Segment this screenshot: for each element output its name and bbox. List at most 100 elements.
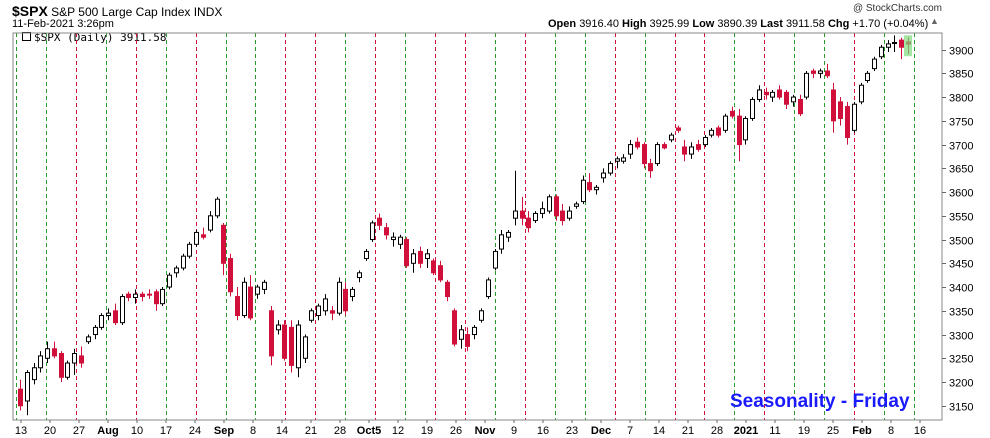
candle-down bbox=[662, 144, 667, 149]
candle-up bbox=[99, 315, 104, 328]
x-tick-label: 2021 bbox=[734, 425, 758, 437]
candle-down bbox=[282, 324, 287, 359]
candle-up bbox=[309, 310, 314, 321]
candle-down bbox=[113, 310, 118, 324]
candle-up bbox=[540, 208, 545, 214]
candle-up bbox=[669, 134, 674, 141]
candle-down bbox=[899, 39, 904, 48]
candle-up bbox=[337, 281, 342, 314]
candle-up bbox=[655, 144, 660, 165]
scroll-up-icon[interactable]: ▲ bbox=[930, 16, 939, 26]
candle-up bbox=[791, 96, 796, 103]
candle-up bbox=[608, 163, 613, 174]
x-tick-label: 19 bbox=[798, 425, 810, 437]
candle-up bbox=[425, 253, 430, 260]
candle-down bbox=[147, 293, 152, 296]
y-tick-label: 3400 bbox=[949, 283, 973, 295]
candle-down bbox=[418, 250, 423, 264]
candle-down bbox=[154, 291, 159, 305]
candle-up bbox=[757, 89, 762, 100]
y-tick-label: 3150 bbox=[949, 402, 973, 414]
candle-up bbox=[615, 158, 620, 162]
candle-up bbox=[242, 281, 247, 317]
candle-down bbox=[140, 293, 145, 298]
symbol: $SPX bbox=[12, 3, 48, 19]
last-label: Last bbox=[760, 18, 783, 30]
candle-up bbox=[174, 267, 179, 274]
candle-down bbox=[560, 210, 565, 222]
candle-down bbox=[52, 348, 57, 357]
candle-up bbox=[262, 281, 267, 290]
candle-down bbox=[445, 281, 450, 298]
x-tick-label: 19 bbox=[421, 425, 433, 437]
candle-down bbox=[79, 355, 84, 364]
candle-down bbox=[269, 310, 274, 357]
high-value: 3925.99 bbox=[649, 18, 690, 30]
y-tick-label: 3700 bbox=[949, 141, 973, 153]
candle-down bbox=[465, 334, 470, 347]
candle-up bbox=[398, 236, 403, 245]
candle-up bbox=[181, 255, 186, 269]
candle-up bbox=[879, 46, 884, 58]
x-tick-label: 27 bbox=[73, 425, 85, 437]
candle-down bbox=[554, 196, 559, 217]
candle-up bbox=[601, 172, 606, 179]
candle-down bbox=[798, 98, 803, 115]
axes: 3150 3200 3250 3300 3350 3400 3450 3500 3550 3600… bbox=[12, 32, 973, 437]
candle-down bbox=[825, 70, 830, 77]
low-label: Low bbox=[692, 18, 715, 30]
candle-up bbox=[506, 231, 511, 238]
legend-text: $SPX (Daily) 3911.58 bbox=[34, 31, 167, 44]
candle-up bbox=[594, 186, 599, 191]
candle-up bbox=[38, 355, 43, 369]
candle-up bbox=[370, 222, 375, 241]
candle-up bbox=[303, 336, 308, 359]
candle-down bbox=[404, 239, 409, 267]
candle-up bbox=[567, 210, 572, 219]
candle-up bbox=[574, 203, 579, 207]
candle-up bbox=[350, 288, 355, 298]
y-tick-label: 3600 bbox=[949, 188, 973, 200]
candle-down bbox=[228, 258, 233, 293]
x-tick-label: Nov bbox=[475, 425, 497, 437]
candle-down bbox=[201, 234, 206, 238]
candle-up bbox=[547, 196, 552, 212]
candle-up bbox=[364, 250, 369, 260]
candle-down bbox=[737, 115, 742, 146]
candle-up bbox=[160, 288, 165, 305]
candle-down bbox=[289, 326, 294, 366]
candle-down bbox=[642, 144, 647, 165]
x-tick-label: 21 bbox=[305, 425, 317, 437]
y-tick-label: 3200 bbox=[949, 378, 973, 390]
candle-up bbox=[479, 310, 484, 321]
candle-down bbox=[126, 293, 131, 298]
y-tick-label: 3250 bbox=[949, 354, 973, 366]
candle-up bbox=[65, 362, 70, 378]
candle-up bbox=[628, 144, 633, 155]
y-tick-label: 3650 bbox=[949, 164, 973, 176]
x-tick-label: 16 bbox=[537, 425, 549, 437]
candle-up bbox=[194, 231, 199, 245]
candle-up bbox=[323, 298, 328, 312]
candle-up bbox=[499, 234, 504, 250]
candle-up bbox=[472, 326, 477, 336]
candle-up bbox=[886, 43, 891, 48]
x-tick-label: 25 bbox=[827, 425, 839, 437]
candle-up bbox=[852, 103, 857, 131]
candles bbox=[18, 35, 912, 416]
exchange: INDX bbox=[193, 5, 223, 19]
candle-down bbox=[676, 127, 681, 131]
candle-down bbox=[845, 106, 850, 138]
y-tick-label: 3450 bbox=[949, 259, 973, 271]
high-label: High bbox=[622, 18, 647, 30]
x-tick-label: 13 bbox=[15, 425, 27, 437]
open-value: 3916.40 bbox=[579, 18, 619, 30]
candle-up bbox=[703, 136, 708, 146]
candle-up bbox=[167, 274, 172, 288]
x-tick-label: Oct5 bbox=[357, 425, 381, 437]
candle-up bbox=[581, 179, 586, 203]
ohlc-readout: Open 3916.40 High 3925.99 Low 3890.39 La… bbox=[548, 18, 928, 30]
candle-down bbox=[59, 353, 64, 378]
